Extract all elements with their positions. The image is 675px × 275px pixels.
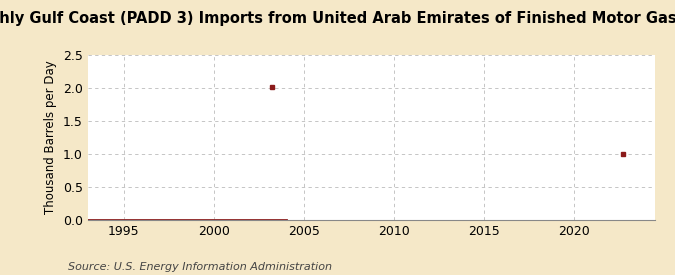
Text: Monthly Gulf Coast (PADD 3) Imports from United Arab Emirates of Finished Motor : Monthly Gulf Coast (PADD 3) Imports from… (0, 11, 675, 26)
Y-axis label: Thousand Barrels per Day: Thousand Barrels per Day (45, 60, 57, 215)
Text: Source: U.S. Energy Information Administration: Source: U.S. Energy Information Administ… (68, 262, 331, 272)
